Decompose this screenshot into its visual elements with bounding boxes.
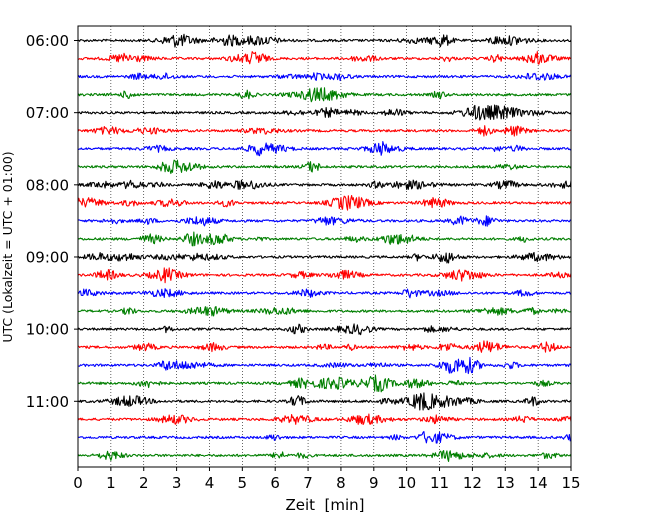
x-tick-label: 14 (529, 474, 548, 492)
x-tick-label: 8 (336, 474, 346, 492)
x-axis-label: Zeit [min] (285, 496, 364, 514)
x-tick-label: 15 (561, 474, 580, 492)
trace-1145 (77, 450, 572, 462)
y-tick-label: 06:00 (26, 32, 69, 50)
trace-0630 (77, 72, 572, 82)
trace-0800 (77, 179, 572, 190)
trace-0615 (77, 51, 572, 65)
trace-1115 (77, 413, 572, 426)
trace-0600 (77, 33, 572, 48)
trace-0700 (77, 104, 572, 121)
x-tick-label: 5 (238, 474, 248, 492)
y-tick-label: 11:00 (26, 393, 69, 411)
trace-0830 (77, 215, 572, 227)
x-axis-ticks: 0 1 2 3 4 5 6 7 8 9 10 11 12 13 14 15 (73, 467, 581, 492)
trace-0945 (77, 306, 572, 317)
trace-1100 (77, 392, 572, 411)
trace-0845 (77, 231, 572, 247)
y-tick-label: 10:00 (26, 321, 69, 339)
trace-1045 (77, 374, 572, 393)
plot-frame (77, 25, 572, 468)
x-tick-label: 4 (205, 474, 215, 492)
trace-0645 (77, 87, 572, 103)
x-tick-label: 10 (397, 474, 416, 492)
x-tick-label: 0 (73, 474, 83, 492)
trace-1000 (77, 323, 572, 336)
trace-0745 (77, 159, 572, 175)
x-tick-label: 9 (369, 474, 379, 492)
y-axis-label: UTC (Lokalzeit = UTC + 01:00) (0, 151, 15, 342)
y-tick-label: 07:00 (26, 104, 69, 122)
trace-0815 (77, 194, 572, 211)
x-tick-label: 12 (463, 474, 482, 492)
trace-1130 (77, 431, 572, 444)
trace-1030 (77, 356, 572, 375)
x-tick-label: 11 (430, 474, 449, 492)
x-tick-label: 13 (496, 474, 515, 492)
x-tick-label: 3 (172, 474, 182, 492)
x-tick-label: 6 (270, 474, 280, 492)
x-tick-label: 1 (106, 474, 116, 492)
trace-0930 (77, 288, 572, 299)
x-tick-label: 2 (139, 474, 149, 492)
trace-0915 (77, 267, 572, 284)
trace-0715 (77, 125, 572, 137)
trace-0730 (77, 141, 572, 157)
y-tick-label: 08:00 (26, 176, 69, 194)
trace-0900 (77, 251, 572, 264)
y-axis-ticks: 06:00 07:00 08:00 09:00 10:00 11:00 (26, 32, 78, 411)
trace-1015 (77, 340, 572, 353)
seismogram-traces (77, 33, 572, 462)
y-tick-label: 09:00 (26, 248, 69, 266)
x-tick-label: 7 (303, 474, 313, 492)
